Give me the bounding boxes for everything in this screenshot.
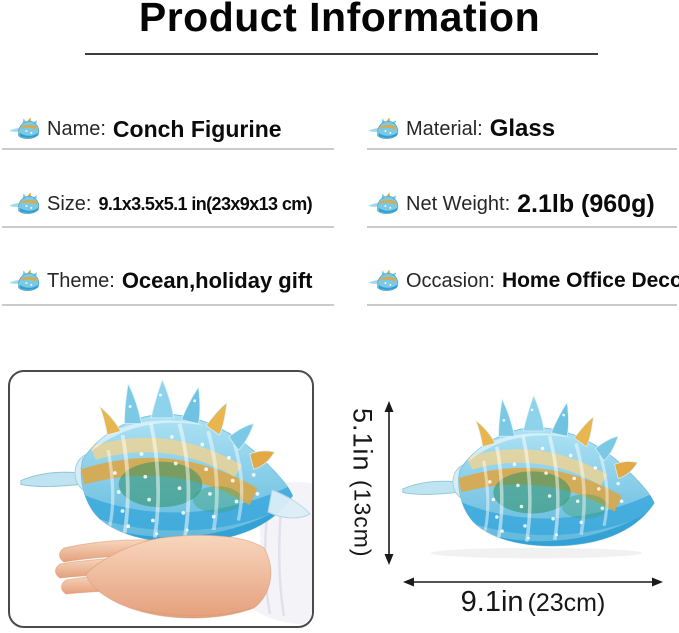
divider — [367, 148, 677, 150]
info-item-material: Material: Glass — [367, 109, 555, 149]
info-value: 2.1lb (960g) — [517, 189, 655, 218]
info-value: Glass — [489, 115, 556, 142]
conch-shell-icon — [8, 268, 40, 292]
conch-shell-icon — [367, 268, 399, 292]
info-label: Occasion: — [406, 269, 495, 292]
height-value: 5.1in — [347, 408, 378, 472]
height-dimension-text: 5.1in (13cm) — [347, 408, 378, 558]
info-label: Net Weight: — [406, 192, 511, 215]
conch-shell-icon — [8, 116, 40, 140]
product-photo-hand-card — [8, 370, 314, 628]
info-value: Ocean,holiday gift — [121, 268, 313, 293]
width-arrow — [403, 577, 663, 587]
info-label: Theme: — [47, 269, 115, 292]
info-item-net-weight: Net Weight: 2.1lb (960g) — [367, 184, 655, 224]
info-item-size: Size: 9.1x3.5x5.1 in(23x9x13 cm) — [8, 184, 313, 224]
conch-shell-icon — [367, 116, 399, 140]
divider — [367, 304, 677, 306]
info-value: 9.1x3.5x5.1 in(23x9x13 cm) — [98, 193, 313, 214]
divider — [2, 148, 334, 150]
height-unit: (13cm) — [349, 480, 376, 558]
divider — [367, 226, 677, 228]
info-item-occasion: Occasion: Home Office Decor — [367, 261, 679, 301]
info-item-name: Name: Conch Figurine — [8, 109, 282, 149]
info-item-theme: Theme: Ocean,holiday gift — [8, 261, 313, 301]
title-underline — [85, 53, 598, 55]
info-label: Name: — [47, 117, 106, 140]
width-unit: (23cm) — [527, 589, 606, 617]
divider — [2, 226, 334, 228]
width-dimension-label: 9.1in (23cm) — [402, 586, 664, 619]
hand-holding-conch-image — [10, 372, 312, 625]
info-value: Conch Figurine — [112, 115, 282, 142]
info-label: Size: — [47, 192, 92, 215]
info-value: Home Office Decor — [501, 269, 679, 292]
width-value: 9.1in — [460, 586, 524, 618]
height-dimension-label: 5.1in (13cm) — [344, 400, 380, 566]
conch-shell-icon — [8, 191, 40, 215]
conch-shell-icon — [367, 191, 399, 215]
info-label: Material: — [406, 117, 483, 140]
height-arrow — [384, 401, 394, 565]
divider — [2, 304, 334, 306]
page-title: Product Information — [138, 0, 541, 40]
conch-dimension-image — [400, 394, 664, 561]
